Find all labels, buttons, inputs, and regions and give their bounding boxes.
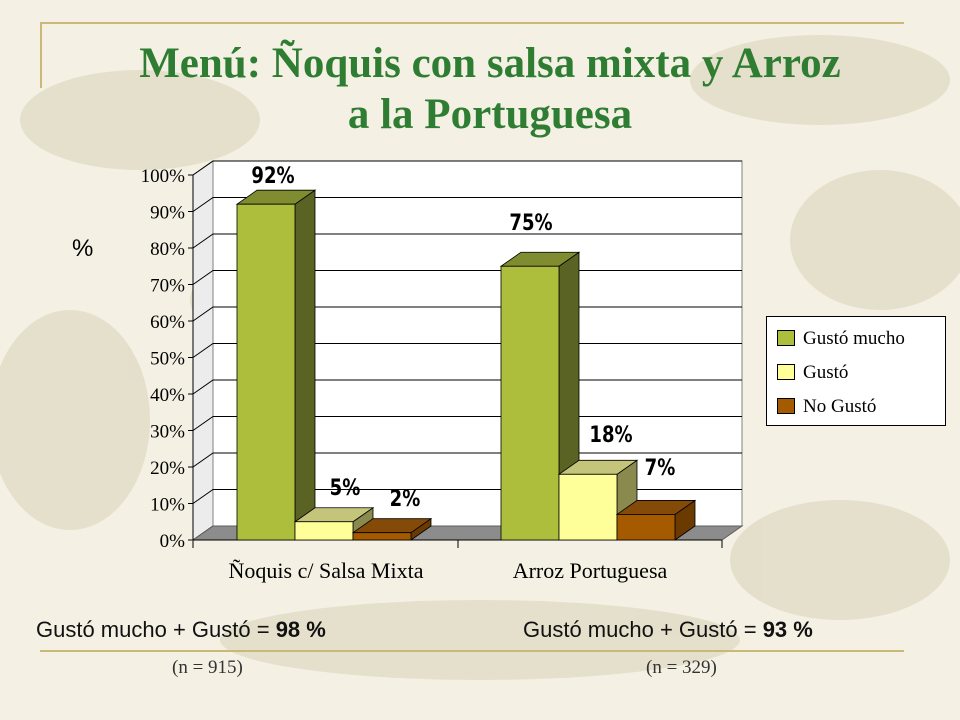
x-category-label: Arroz Portuguesa [513,558,668,583]
legend-label-gusto-mucho: Gustó mucho [803,328,905,349]
left-rule [40,22,42,88]
data-label-gusto: 5% [330,474,361,500]
bar-gusto-mucho [236,203,296,541]
y-tick-label: 100% [141,166,186,187]
y-gridline [192,197,742,212]
data-label-no-gusto: 7% [645,454,676,480]
y-tick-label: 50% [150,349,185,370]
summary-noquis-value: 98 % [275,617,326,642]
legend-label-no-gusto: No Gustó [803,396,877,417]
slide-title-line-2: a la Portuguesa [347,91,633,138]
summary-arroz-value: 93 % [762,617,813,642]
sample-size-arroz: (n = 329) [646,657,717,678]
summary-arroz: Gustó mucho + Gustó = 93 % [523,617,813,643]
y-tick-label: 70% [150,276,185,297]
legend-item-gusto-mucho: Gustó mucho [777,327,905,351]
summary-noquis-prefix: Gustó mucho + Gustó = [36,617,276,642]
legend-swatch-gusto-mucho [777,330,795,347]
legend-item-no-gusto: No Gustó [777,395,876,419]
y-gridline [192,233,742,249]
y-tick-label: 10% [150,495,185,516]
slide-title: Menú: Ñoquis con salsa mixta y Arroz a l… [60,38,920,140]
bar-no-gusto [352,532,412,541]
data-label-no-gusto: 2% [390,485,421,511]
data-label-gusto: 18% [589,421,632,447]
y-tick-label: 80% [150,239,185,260]
bar-gusto-mucho [500,265,560,541]
bar-no-gusto [616,514,676,541]
y-tick-label: 0% [160,531,186,552]
legend-swatch-gusto [777,364,795,381]
chart-legend: Gustó mucho Gustó No Gustó [766,316,946,426]
y-tick-label: 30% [150,422,185,443]
legend-label-gusto: Gustó [803,362,849,383]
y-axis-label: % [72,235,93,262]
slide-title-line-1: Menú: Ñoquis con salsa mixta y Arroz [139,40,841,87]
bar-gusto [558,473,618,541]
bar-gusto [294,521,354,541]
y-tick-label: 90% [150,203,185,224]
bottom-rule [40,650,904,652]
top-rule [40,22,904,24]
y-tick-label: 60% [150,312,185,333]
y-tick-label: 20% [150,458,185,479]
legend-swatch-no-gusto [777,398,795,415]
y-tick-label: 40% [150,385,185,406]
bar-side-gusto-mucho [294,189,316,541]
x-category-label: Ñoquis c/ Salsa Mixta [229,558,424,583]
data-label-gusto-mucho: 75% [509,209,552,235]
y-gridline [192,160,742,176]
legend-item-gusto: Gustó [777,361,848,385]
sample-size-noquis: (n = 915) [172,657,243,678]
summary-arroz-prefix: Gustó mucho + Gustó = [523,617,763,642]
summary-noquis: Gustó mucho + Gustó = 98 % [36,617,326,643]
data-label-gusto-mucho: 92% [251,162,294,188]
